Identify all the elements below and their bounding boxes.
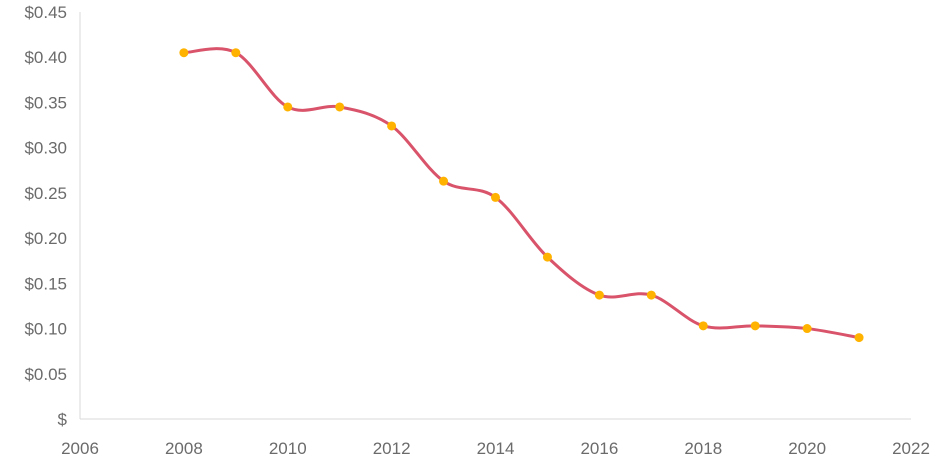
y-tick-label: $0.25 xyxy=(24,184,67,203)
data-point xyxy=(854,333,864,343)
data-point xyxy=(387,121,397,131)
data-point xyxy=(439,176,449,186)
x-tick-label: 2014 xyxy=(477,439,515,458)
data-point xyxy=(231,48,241,58)
x-tick-label: 2018 xyxy=(684,439,722,458)
data-point xyxy=(491,192,500,202)
series-line xyxy=(182,47,861,340)
data-point xyxy=(594,290,604,300)
series-layer xyxy=(179,47,864,343)
x-tick-label: 2010 xyxy=(269,439,307,458)
y-tick-label: $0.30 xyxy=(24,139,67,158)
y-tick-labels: $ $0.05 $0.10 $0.15 $0.20 $0.25 $0.30 $0.35 $0.4… xyxy=(24,3,67,429)
y-tick-label: $0.15 xyxy=(24,274,67,293)
data-point xyxy=(335,102,345,112)
data-point xyxy=(542,252,552,262)
y-tick-label: $0.45 xyxy=(24,3,67,22)
y-tick-label: $0.10 xyxy=(24,320,67,339)
axes xyxy=(79,12,911,420)
y-tick-label: $0.20 xyxy=(24,229,67,248)
x-tick-label: 2016 xyxy=(580,439,618,458)
data-point xyxy=(179,48,189,58)
x-tick-label: 2008 xyxy=(165,439,203,458)
x-tick-labels: 2006 2008 2010 2012 2014 2016 2018 2020 2022 xyxy=(61,439,930,458)
data-point xyxy=(646,290,656,300)
data-point xyxy=(802,324,812,334)
y-tick-label: $0.35 xyxy=(24,93,67,112)
y-tick-label: $0.05 xyxy=(24,365,67,384)
x-tick-label: 2006 xyxy=(61,439,99,458)
data-point xyxy=(698,321,708,331)
y-tick-label: $0.40 xyxy=(24,48,67,67)
y-tick-label: $ xyxy=(58,410,68,429)
x-tick-label: 2022 xyxy=(892,439,930,458)
data-point xyxy=(283,102,293,112)
data-point xyxy=(750,321,760,331)
x-tick-label: 2012 xyxy=(373,439,411,458)
x-tick-label: 2020 xyxy=(788,439,826,458)
